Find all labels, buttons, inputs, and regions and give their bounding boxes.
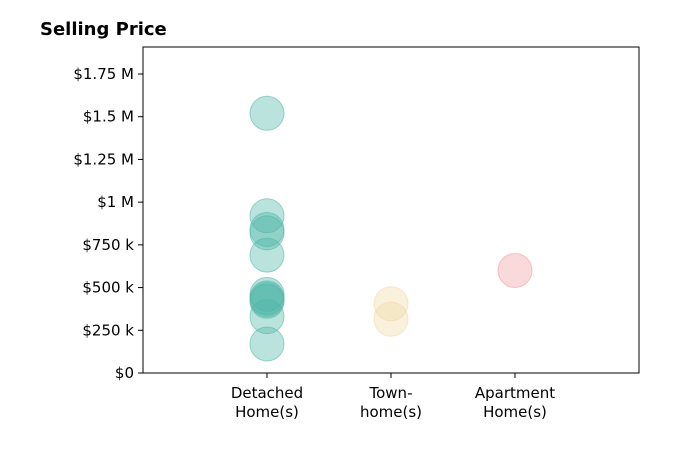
y-tick-label: $500 k bbox=[82, 279, 134, 297]
x-axis: Detached Home(s) Town-home(s) Apartment Home… bbox=[231, 373, 555, 421]
y-tick-label: $0 bbox=[115, 364, 134, 382]
data-point bbox=[249, 299, 285, 335]
y-tick-label: $1.5 M bbox=[83, 108, 134, 126]
x-tick-label: Apartment Home(s) bbox=[475, 384, 555, 421]
y-tick-label: $1 M bbox=[97, 193, 134, 211]
y-axis: $0 $250 k $500 k $750 k $1 M $1.25 M $1.5 M $1.… bbox=[73, 65, 143, 382]
data-point bbox=[249, 95, 285, 131]
chart-title: Selling Price bbox=[40, 19, 167, 40]
y-tick-label: $1.25 M bbox=[73, 150, 134, 168]
y-tick-label: $750 k bbox=[82, 236, 134, 254]
data-point bbox=[373, 301, 409, 337]
data-point bbox=[249, 283, 285, 319]
data-point bbox=[497, 252, 533, 288]
data-point bbox=[249, 215, 285, 251]
data-point bbox=[249, 326, 285, 362]
y-tick-label: $250 k bbox=[82, 321, 134, 339]
data-point bbox=[373, 286, 409, 322]
data-point bbox=[249, 237, 285, 273]
x-tick-label: Town-home(s) bbox=[360, 384, 422, 421]
y-tick-label: $1.75 M bbox=[73, 65, 134, 83]
x-tick-label: Detached Home(s) bbox=[231, 384, 303, 421]
chart-marks bbox=[249, 95, 533, 362]
